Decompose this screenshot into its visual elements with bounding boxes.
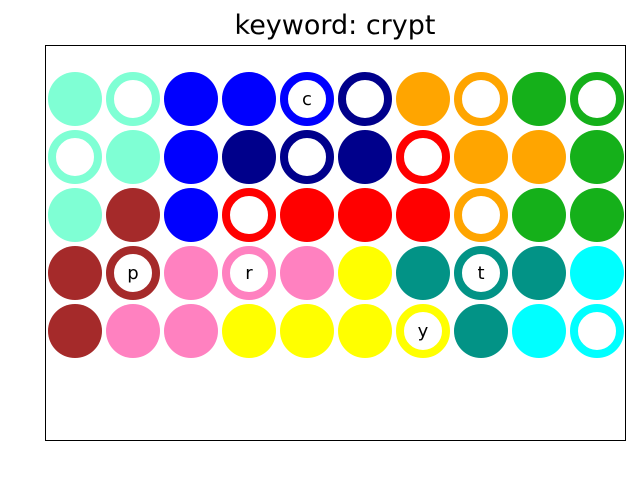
page-title: keyword: crypt	[234, 10, 436, 41]
solid-circle[interactable]	[164, 188, 218, 242]
solid-circle[interactable]	[106, 188, 160, 242]
solid-circle[interactable]	[570, 130, 624, 184]
solid-circle[interactable]	[222, 72, 276, 126]
solid-circle[interactable]	[338, 130, 392, 184]
solid-circle[interactable]	[396, 246, 450, 300]
ring-circle[interactable]	[338, 72, 392, 126]
solid-circle[interactable]	[512, 72, 566, 126]
circle-letter: p	[127, 262, 139, 284]
solid-circle[interactable]	[106, 304, 160, 358]
ring-circle[interactable]	[454, 72, 508, 126]
solid-circle[interactable]	[512, 188, 566, 242]
solid-circle[interactable]	[48, 188, 102, 242]
solid-circle[interactable]	[454, 304, 508, 358]
solid-circle[interactable]	[338, 304, 392, 358]
solid-circle[interactable]	[48, 246, 102, 300]
solid-circle[interactable]	[280, 188, 334, 242]
solid-circle[interactable]	[280, 304, 334, 358]
ring-circle[interactable]	[454, 188, 508, 242]
solid-circle[interactable]	[164, 130, 218, 184]
solid-circle[interactable]	[454, 130, 508, 184]
solid-circle[interactable]	[338, 246, 392, 300]
solid-circle[interactable]	[512, 130, 566, 184]
letter-circle-c[interactable]: c	[280, 72, 334, 126]
solid-circle[interactable]	[512, 304, 566, 358]
circle-letter: c	[302, 88, 312, 110]
solid-circle[interactable]	[106, 130, 160, 184]
letter-circle-y[interactable]: y	[396, 304, 450, 358]
circle-letter: r	[245, 262, 253, 284]
ring-circle[interactable]	[48, 130, 102, 184]
letter-circle-p[interactable]: p	[106, 246, 160, 300]
solid-circle[interactable]	[164, 246, 218, 300]
letter-circle-r[interactable]: r	[222, 246, 276, 300]
ring-circle[interactable]	[396, 130, 450, 184]
solid-circle[interactable]	[512, 246, 566, 300]
solid-circle[interactable]	[222, 130, 276, 184]
ring-circle[interactable]	[570, 72, 624, 126]
ring-circle[interactable]	[222, 188, 276, 242]
solid-circle[interactable]	[570, 188, 624, 242]
solid-circle[interactable]	[570, 246, 624, 300]
solid-circle[interactable]	[222, 304, 276, 358]
solid-circle[interactable]	[396, 188, 450, 242]
game-board: c p r t y	[45, 45, 626, 441]
solid-circle[interactable]	[280, 246, 334, 300]
solid-circle[interactable]	[48, 304, 102, 358]
solid-circle[interactable]	[396, 72, 450, 126]
ring-circle[interactable]	[106, 72, 160, 126]
circle-letter: t	[477, 262, 485, 284]
solid-circle[interactable]	[164, 304, 218, 358]
letter-circle-t[interactable]: t	[454, 246, 508, 300]
solid-circle[interactable]	[338, 188, 392, 242]
solid-circle[interactable]	[48, 72, 102, 126]
ring-circle[interactable]	[570, 304, 624, 358]
solid-circle[interactable]	[164, 72, 218, 126]
ring-circle[interactable]	[280, 130, 334, 184]
circle-letter: y	[417, 320, 429, 342]
